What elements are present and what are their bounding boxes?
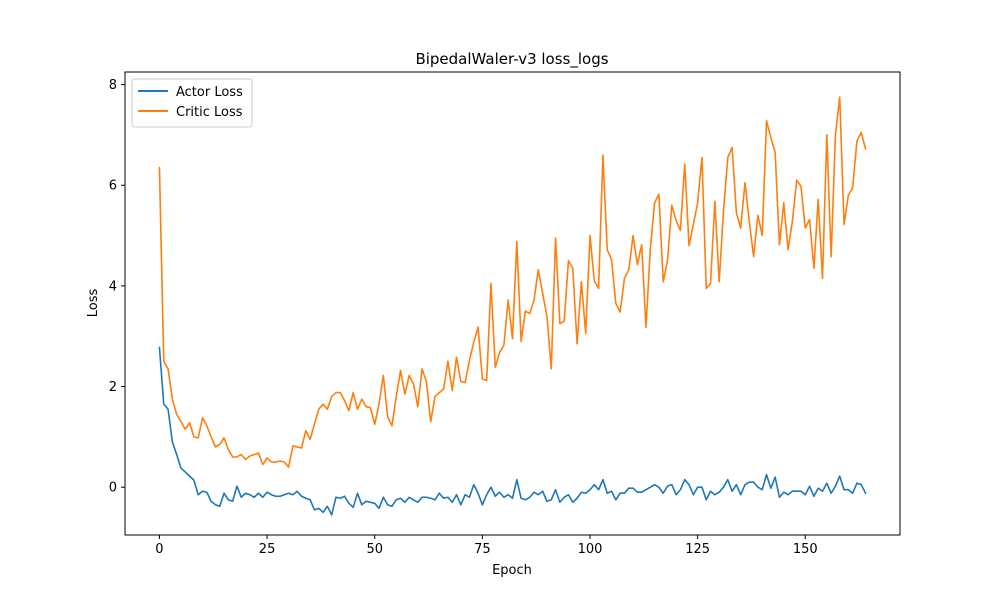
x-axis-label: Epoch	[492, 563, 532, 578]
y-tick-label: 8	[109, 78, 117, 93]
x-tick-label: 75	[474, 542, 491, 557]
plot-frame	[124, 71, 901, 536]
chart-title: BipedalWaler-v3 loss_logs	[415, 50, 608, 69]
legend-label-critic-loss: Critic Loss	[176, 105, 243, 120]
y-axis-label: Loss	[86, 289, 101, 318]
series-layer	[158, 96, 867, 516]
y-tick-label: 4	[109, 279, 117, 294]
y-tick-label: 6	[109, 179, 117, 194]
y-axis: 0 2 4 6 8	[109, 78, 125, 496]
legend: Actor Loss Critic Loss	[131, 78, 253, 128]
x-tick-label: 50	[366, 542, 383, 557]
series-line-critic-loss	[158, 96, 867, 468]
x-tick-label: 100	[578, 542, 603, 557]
plot-area	[124, 71, 901, 536]
x-tick-label: 150	[793, 542, 818, 557]
x-tick-label: 25	[259, 542, 276, 557]
y-tick-label: 2	[109, 380, 117, 395]
y-tick-label: 0	[109, 481, 117, 496]
x-axis: 0 25 50 75 100 125 150	[155, 535, 818, 557]
legend-label-actor-loss: Actor Loss	[176, 85, 243, 100]
x-tick-label: 125	[685, 542, 710, 557]
series-line-actor-loss	[158, 346, 867, 516]
x-tick-label: 0	[155, 542, 163, 557]
